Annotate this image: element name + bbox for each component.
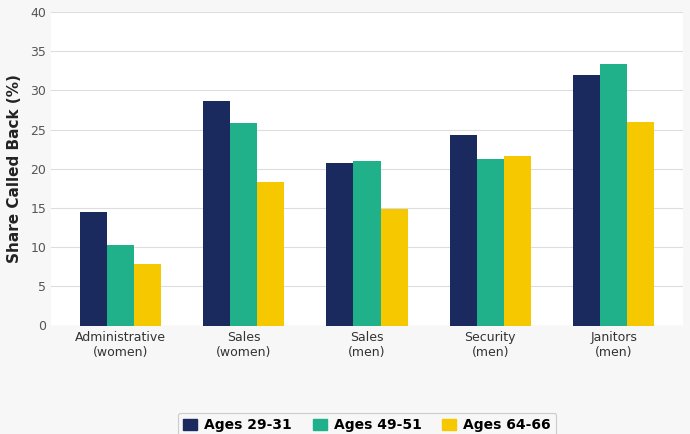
Bar — [573, 75, 600, 326]
Bar — [257, 182, 284, 326]
Bar — [326, 163, 353, 326]
Bar — [627, 122, 654, 326]
Bar — [477, 158, 504, 326]
Bar — [504, 156, 531, 326]
Y-axis label: Share Called Back (%): Share Called Back (%) — [7, 74, 22, 263]
Bar — [107, 245, 134, 326]
Bar — [230, 123, 257, 326]
Bar — [450, 135, 477, 326]
Bar — [600, 65, 627, 326]
Bar — [134, 264, 161, 326]
Bar — [80, 212, 107, 326]
Bar — [203, 101, 230, 326]
Legend: Ages 29-31, Ages 49-51, Ages 64-66: Ages 29-31, Ages 49-51, Ages 64-66 — [178, 413, 556, 434]
Bar — [381, 210, 408, 326]
Bar — [353, 161, 381, 326]
